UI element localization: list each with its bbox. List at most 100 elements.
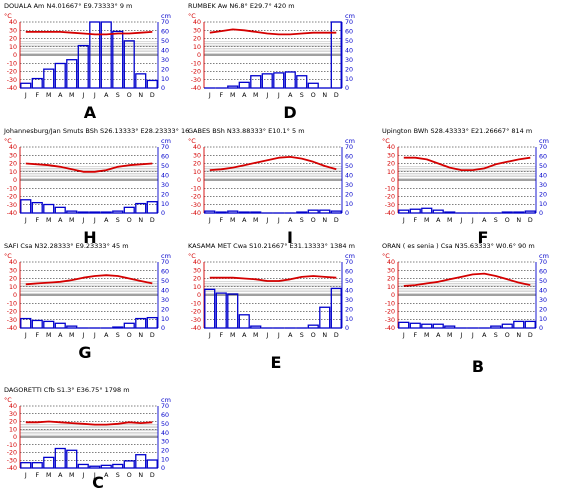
precipitation-bar bbox=[20, 462, 32, 469]
right-tick-label: 10 bbox=[161, 456, 169, 463]
precipitation-bar bbox=[296, 75, 308, 89]
month-tick-label: D bbox=[334, 92, 339, 99]
month-tick-label: O bbox=[127, 92, 132, 99]
right-tick-label: 0 bbox=[539, 210, 543, 217]
left-tick-label: 40 bbox=[387, 259, 395, 266]
right-tick-label: 70 bbox=[161, 259, 169, 266]
month-tick-label: A bbox=[104, 92, 109, 99]
precipitation-bar bbox=[432, 209, 444, 214]
month-tick-label: N bbox=[322, 332, 327, 339]
left-tick-label: 30 bbox=[9, 27, 17, 34]
month-tick-label: N bbox=[516, 217, 521, 224]
left-tick-label: 40 bbox=[9, 403, 17, 410]
month-tick-label: M bbox=[46, 217, 51, 224]
right-tick-label: 20 bbox=[161, 306, 169, 313]
precipitation-bar bbox=[501, 323, 513, 329]
month-tick-label: A bbox=[104, 332, 109, 339]
precipitation-bar bbox=[123, 40, 135, 89]
left-tick-label: -20 bbox=[7, 194, 17, 201]
precipitation-bar bbox=[20, 82, 32, 89]
left-tick-label: 10 bbox=[387, 169, 395, 176]
chart-title: ORAN ( es senia ) Csa N35.63333° W0.6° 9… bbox=[382, 242, 535, 250]
month-tick-label: J bbox=[24, 472, 27, 479]
right-unit-label: cm bbox=[161, 12, 171, 20]
left-tick-label: 30 bbox=[193, 267, 201, 274]
month-tick-label: O bbox=[311, 92, 316, 99]
left-unit-label: °C bbox=[4, 396, 12, 404]
right-tick-label: 60 bbox=[161, 29, 169, 36]
month-tick-label: D bbox=[334, 332, 339, 339]
precipitation-bar bbox=[409, 322, 421, 329]
precipitation-bar bbox=[112, 463, 124, 469]
right-tick-label: 70 bbox=[161, 403, 169, 410]
month-tick-label: M bbox=[230, 217, 235, 224]
month-tick-label: S bbox=[300, 92, 304, 99]
month-tick-label: S bbox=[494, 332, 498, 339]
left-tick-label: -30 bbox=[7, 317, 17, 324]
precipitation-bar bbox=[31, 319, 43, 329]
panel-letter: H bbox=[83, 228, 96, 247]
month-tick-label: M bbox=[69, 217, 74, 224]
right-unit-label: cm bbox=[345, 12, 355, 20]
left-tick-label: -20 bbox=[385, 309, 395, 316]
right-tick-label: 50 bbox=[539, 278, 547, 285]
month-tick-label: M bbox=[230, 92, 235, 99]
left-tick-label: 20 bbox=[9, 419, 17, 426]
climate-chart-H: Johannesburg/Jan Smuts BSh S26.13333° E2… bbox=[3, 127, 189, 247]
precipitation-bar bbox=[54, 447, 66, 469]
precipitation-bar bbox=[330, 21, 342, 89]
month-tick-label: F bbox=[413, 217, 417, 224]
precipitation-bar bbox=[146, 201, 158, 214]
precipitation-bar bbox=[284, 71, 296, 89]
precipitation-bar bbox=[421, 207, 433, 214]
climate-chart-I: GABES BSh N33.88333° E10.1° 5 m °C cm -40-3… bbox=[188, 127, 355, 247]
right-tick-label: 50 bbox=[539, 163, 547, 170]
month-tick-label: J bbox=[208, 92, 211, 99]
precipitation-bar bbox=[100, 211, 112, 214]
month-tick-label: M bbox=[447, 217, 452, 224]
panel-letter: D bbox=[283, 103, 296, 122]
month-tick-label: J bbox=[471, 332, 474, 339]
precipitation-bar bbox=[43, 68, 55, 89]
precipitation-bar bbox=[43, 320, 55, 329]
right-tick-label: 40 bbox=[161, 287, 169, 294]
left-tick-label: -30 bbox=[385, 202, 395, 209]
precipitation-bar bbox=[54, 62, 66, 89]
precipitation-bar bbox=[123, 322, 135, 329]
left-tick-label: -20 bbox=[385, 194, 395, 201]
right-tick-label: 40 bbox=[161, 430, 169, 437]
month-tick-label: A bbox=[482, 332, 487, 339]
precipitation-bar bbox=[398, 209, 410, 214]
right-tick-label: 60 bbox=[161, 412, 169, 419]
right-tick-label: 40 bbox=[345, 172, 353, 179]
chart-title: Johannesburg/Jan Smuts BSh S26.13333° E2… bbox=[3, 127, 189, 135]
right-tick-label: 10 bbox=[345, 201, 353, 208]
precipitation-bar bbox=[513, 320, 525, 329]
month-tick-label: A bbox=[242, 92, 247, 99]
right-tick-label: 60 bbox=[345, 29, 353, 36]
left-tick-label: 10 bbox=[193, 44, 201, 51]
left-tick-label: -20 bbox=[191, 309, 201, 316]
right-tick-label: 70 bbox=[539, 259, 547, 266]
month-tick-label: S bbox=[300, 217, 304, 224]
month-tick-label: N bbox=[322, 217, 327, 224]
month-tick-label: A bbox=[104, 217, 109, 224]
precipitation-bar bbox=[54, 322, 66, 329]
precipitation-bar bbox=[146, 316, 158, 329]
panel-letter: F bbox=[478, 228, 489, 247]
left-tick-label: -40 bbox=[7, 465, 17, 472]
right-tick-label: 50 bbox=[345, 163, 353, 170]
left-tick-label: 30 bbox=[387, 152, 395, 159]
left-tick-label: 30 bbox=[387, 267, 395, 274]
month-tick-label: N bbox=[516, 332, 521, 339]
left-tick-label: -10 bbox=[385, 300, 395, 307]
climate-chart-B: ORAN ( es senia ) Csa N35.63333° W0.6° 9… bbox=[382, 242, 549, 376]
month-tick-label: A bbox=[58, 217, 63, 224]
month-tick-label: S bbox=[116, 217, 120, 224]
right-tick-label: 0 bbox=[161, 325, 165, 332]
left-tick-label: -10 bbox=[191, 300, 201, 307]
right-tick-label: 0 bbox=[161, 465, 165, 472]
month-tick-label: F bbox=[35, 332, 39, 339]
month-tick-label: N bbox=[138, 332, 143, 339]
precipitation-bar bbox=[215, 211, 227, 214]
